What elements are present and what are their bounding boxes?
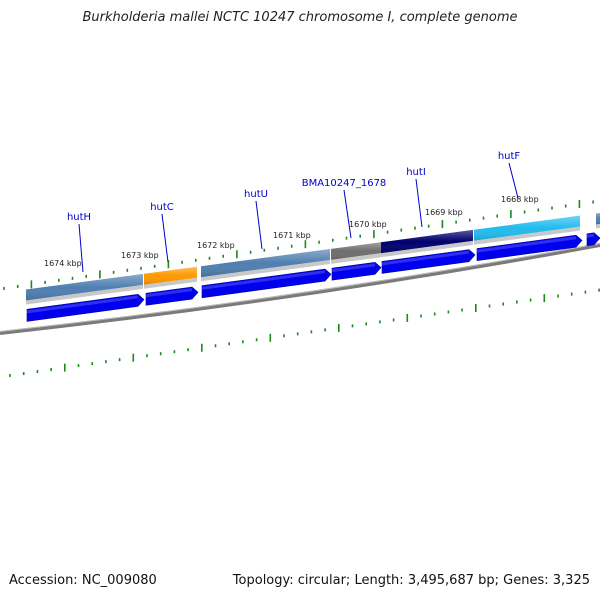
gene-label-hutI: hutI [406,167,426,178]
gene-label-pointer [343,189,352,239]
gene-bar-hutF-shade [474,215,580,241]
genes-label: Genes: [503,573,549,588]
gene-labels: hutH hutC hutU BMA10247_1678 hutI hutF [67,151,521,273]
backbone-highlight [0,243,600,332]
cds-arrow-highlight [477,236,576,253]
cds-arrow [476,234,583,261]
scale-label: 1669 kbp [425,208,463,217]
gene-bar-hutF-underline [474,226,580,245]
cds-arrow [381,249,476,274]
gene-bar-partial-underline [596,224,600,229]
backbone-line [0,243,600,335]
cds-arrow-highlight [587,233,594,238]
gene-label-pointer [415,178,423,228]
genes-value: 3,325 [552,573,590,588]
gene-bar-hutH-shade [26,273,143,301]
topology-info: Topology: circular; Length: 3,495,687 bp… [233,573,590,588]
topology-label: Topology: [232,573,294,588]
genome-backbone [0,243,600,335]
cds-arrow [331,262,382,281]
gene-bar-hutI-underline [381,240,473,258]
gene-bar-hutI-shade [381,229,473,254]
cds-arrow-highlight [382,250,469,266]
inner-scale-ticks [9,288,600,378]
gene-label-hutU: hutU [244,189,268,200]
gene-bar-partial-shade [596,213,600,225]
gene-bar-BMA10247_1678-underline [331,253,381,264]
gene-label-hutH: hutH [67,212,91,223]
accession-label: Accession: [9,573,78,588]
gene-label-pointer [508,162,519,199]
gene-bar-hutH-underline [26,284,143,305]
gene-label-hutF: hutF [498,151,521,162]
cds-arrow-highlight [332,263,375,273]
cds-track [26,232,600,322]
topology-value: circular; [297,573,351,588]
scale-label: 1674 kbp [44,259,82,268]
length-value: 3,495,687 bp; [407,573,500,588]
gene-bar-hutU-shade [201,249,330,278]
scale-label: 1673 kbp [121,251,159,260]
gene-track [26,213,600,305]
scale-label: 1671 kbp [273,231,311,240]
scale-label: 1670 kbp [349,220,387,229]
scale-labels: 1674 kbp 1673 kbp 1672 kbp 1671 kbp 1670 kbp… [44,195,539,268]
cds-arrow [586,232,600,247]
cds-arrow [145,286,199,306]
cds-arrow-highlight [202,270,325,290]
map-title: Burkholderia mallei NCTC 10247 chromosom… [82,10,518,25]
gene-label-pointer [78,223,84,273]
gene-label-pointer [161,213,169,263]
accession-value: NC_009080 [81,573,157,588]
cds-arrow-highlight [146,288,192,298]
gene-label-BMA10247_1678: BMA10247_1678 [302,178,387,189]
length-label: Length: [354,573,404,588]
scale-label: 1668 kbp [501,195,539,204]
scale-label: 1672 kbp [197,241,235,250]
gene-bar-hutC-underline [144,277,197,289]
gene-bar-hutC-shade [144,266,197,285]
cds-arrow [201,268,332,299]
cds-arrow-highlight [27,295,138,314]
gene-label-pointer [255,200,263,250]
accession-info: Accession: NC_009080 [9,573,157,588]
cds-arrow [26,294,145,322]
gene-bar-BMA10247_1678-shade [331,242,381,260]
gene-label-hutC: hutC [150,202,174,213]
gene-bar-hutU-underline [201,260,330,282]
